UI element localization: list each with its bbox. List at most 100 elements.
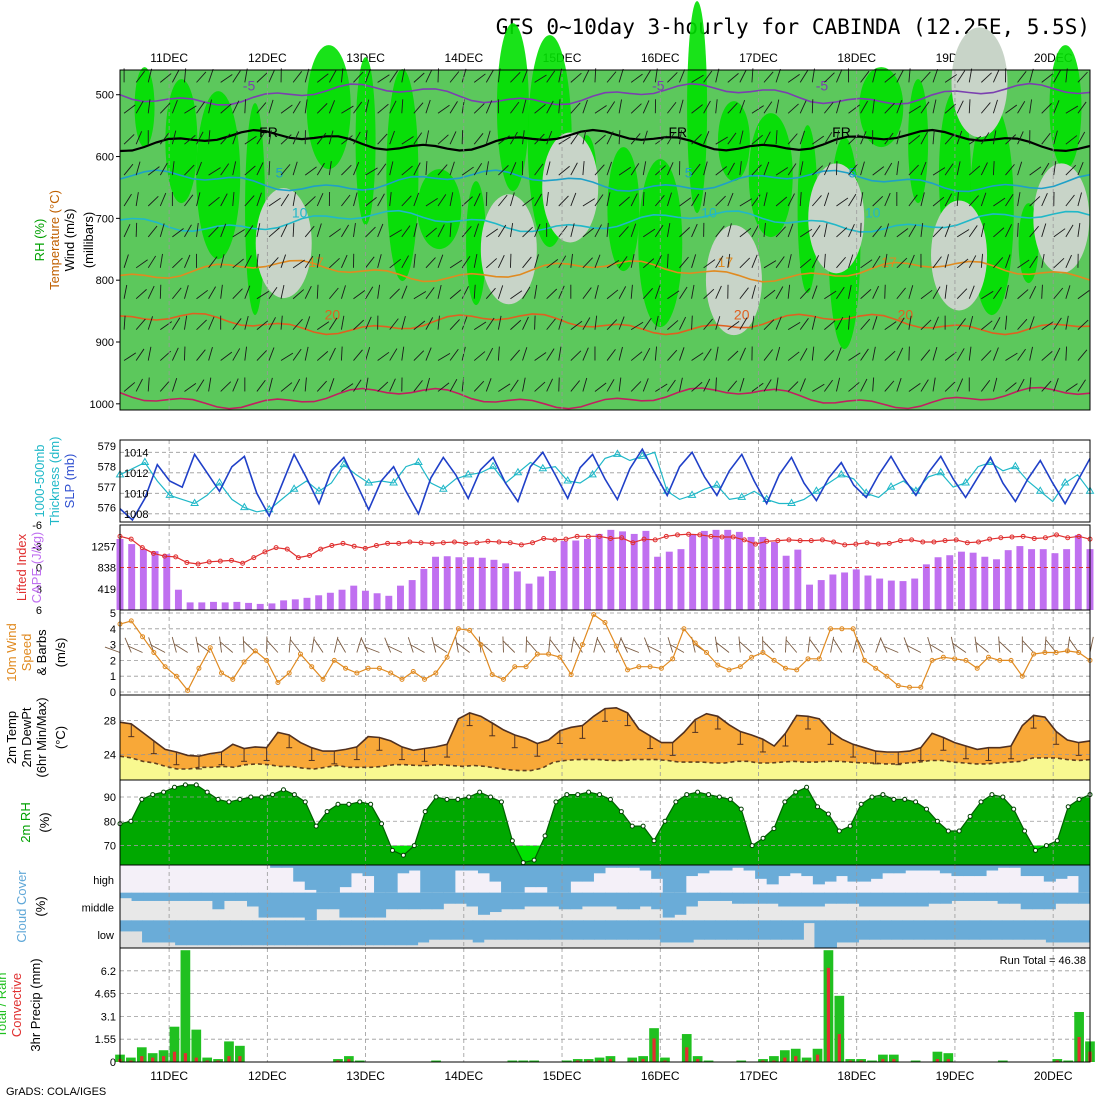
- thickness-marker: [389, 478, 398, 486]
- wind-barb: [1065, 164, 1077, 176]
- wind-barb: [365, 286, 374, 299]
- wind-barb: [715, 68, 720, 83]
- precip-convective-bar: [238, 1056, 242, 1062]
- precip-total-bar: [703, 1060, 714, 1062]
- wind-barb: [546, 161, 551, 176]
- wind-barb: [413, 380, 423, 392]
- wind-barb: [534, 104, 546, 114]
- precip-convective-bar: [1055, 1060, 1059, 1062]
- wind-speed-marker: [230, 676, 236, 682]
- wind-barb: [461, 316, 468, 330]
- cloud-bar: [928, 865, 941, 871]
- wind-barb: [860, 259, 873, 269]
- cape-bar: [1063, 549, 1071, 610]
- wind-barb: [932, 346, 938, 361]
- wind-barb: [993, 197, 1006, 207]
- wind-barb: [667, 101, 677, 114]
- li-marker: [663, 533, 669, 539]
- wind-barb: [280, 194, 290, 207]
- wind-barb: [522, 197, 534, 207]
- cape-bar: [911, 578, 919, 610]
- wind-barb: [920, 379, 929, 392]
- cloud-bar: [281, 865, 294, 868]
- wind-barb: [932, 196, 945, 207]
- wind-barb: [219, 636, 222, 653]
- li-marker: [474, 540, 480, 546]
- wind-barb: [292, 348, 302, 361]
- cloud-bar: [154, 892, 167, 901]
- wind-barb: [268, 287, 278, 299]
- y-axis-unit-label: (%): [37, 812, 52, 832]
- precip-convective-bar: [859, 1060, 863, 1062]
- top-date-label: 12DEC: [248, 51, 287, 65]
- wind-barb: [304, 68, 310, 83]
- wind-barb: [606, 379, 615, 392]
- cloud-bar: [755, 865, 768, 879]
- wind-barb: [1005, 352, 1018, 361]
- y-tick-label: 1.55: [95, 1034, 116, 1046]
- wind-barb: [268, 347, 275, 361]
- wind-speed-marker: [985, 654, 991, 660]
- thickness-marker: [364, 478, 374, 486]
- li-marker: [418, 540, 424, 546]
- wind-barb: [691, 352, 704, 361]
- wind-barb: [232, 288, 243, 300]
- rh-marker: [880, 792, 886, 798]
- wind-barb: [341, 164, 352, 176]
- wind-barb: [570, 102, 581, 114]
- wind-barb: [703, 318, 713, 330]
- cloud-bar: [812, 892, 825, 907]
- cloud-bar: [208, 920, 220, 946]
- cape-bar: [794, 549, 802, 610]
- wind-barb: [738, 636, 741, 653]
- cloud-bar: [824, 892, 837, 904]
- wind-barb: [353, 71, 364, 83]
- rh-marker: [662, 818, 668, 824]
- cape-bar: [291, 599, 299, 610]
- wind-barb: [268, 161, 271, 176]
- wind-barb: [437, 382, 450, 392]
- li-marker: [440, 540, 446, 546]
- wind-barb: [1005, 134, 1017, 145]
- wind-barb: [522, 347, 528, 361]
- cape-bar: [922, 564, 930, 610]
- cloud-bar: [527, 920, 540, 940]
- y-tick-label: 5: [110, 608, 116, 620]
- wind-barb: [159, 253, 163, 268]
- wind-barb: [570, 72, 582, 83]
- wind-barb: [824, 72, 835, 83]
- wind-barb: [751, 134, 763, 145]
- wind-barb: [623, 646, 640, 653]
- wind-barb: [836, 316, 844, 330]
- wind-barb: [1041, 321, 1054, 331]
- wind-barb: [642, 191, 645, 207]
- cloud-bar: [494, 920, 507, 940]
- cloud-bar: [720, 865, 733, 871]
- wind-barb: [244, 135, 257, 145]
- wind-barb: [920, 71, 931, 83]
- wind-barb: [1017, 259, 1030, 269]
- wind-barb: [594, 315, 598, 330]
- wind-barb: [1053, 287, 1064, 300]
- thickness-marker: [563, 476, 573, 484]
- wind-barb: [570, 162, 578, 176]
- cloud-bar: [281, 892, 294, 918]
- cape-bar: [233, 601, 241, 610]
- wind-barb: [799, 258, 812, 269]
- wind-barb: [159, 192, 167, 207]
- wind-barb: [872, 346, 876, 361]
- li-tick-label: 0: [36, 563, 42, 575]
- wind-barb: [413, 350, 425, 361]
- wind-barb: [244, 255, 252, 269]
- wind-speed-marker: [331, 657, 337, 663]
- wind-barb: [679, 227, 691, 238]
- y-tick-label: 1000: [90, 399, 114, 411]
- li-marker: [385, 540, 391, 546]
- wind-barb: [667, 349, 678, 361]
- li-marker: [262, 549, 268, 555]
- y-axis-label: Convective: [9, 973, 24, 1037]
- cape-bar: [443, 556, 451, 610]
- wind-barb: [353, 290, 366, 300]
- wind-barb: [666, 253, 669, 268]
- rh-high-region: [134, 67, 155, 148]
